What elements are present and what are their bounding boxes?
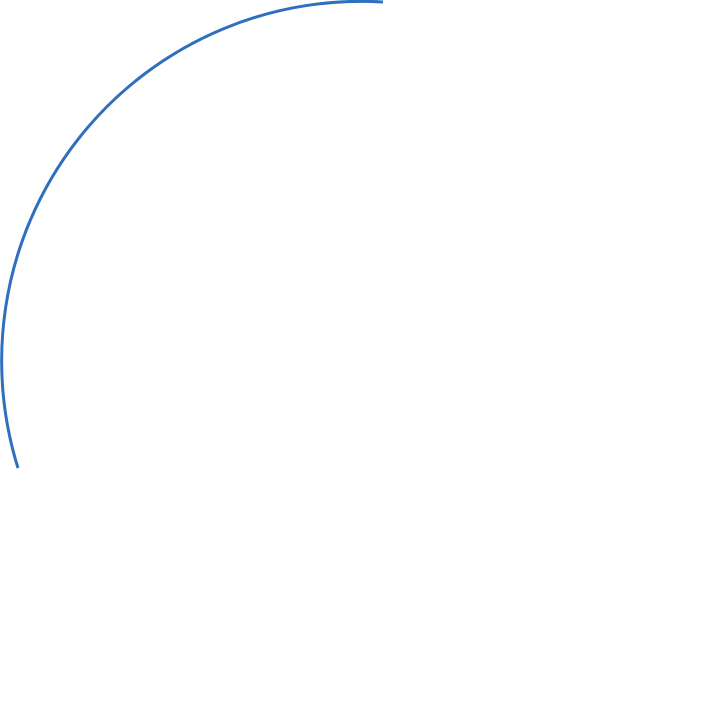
circular-arc xyxy=(0,0,384,469)
